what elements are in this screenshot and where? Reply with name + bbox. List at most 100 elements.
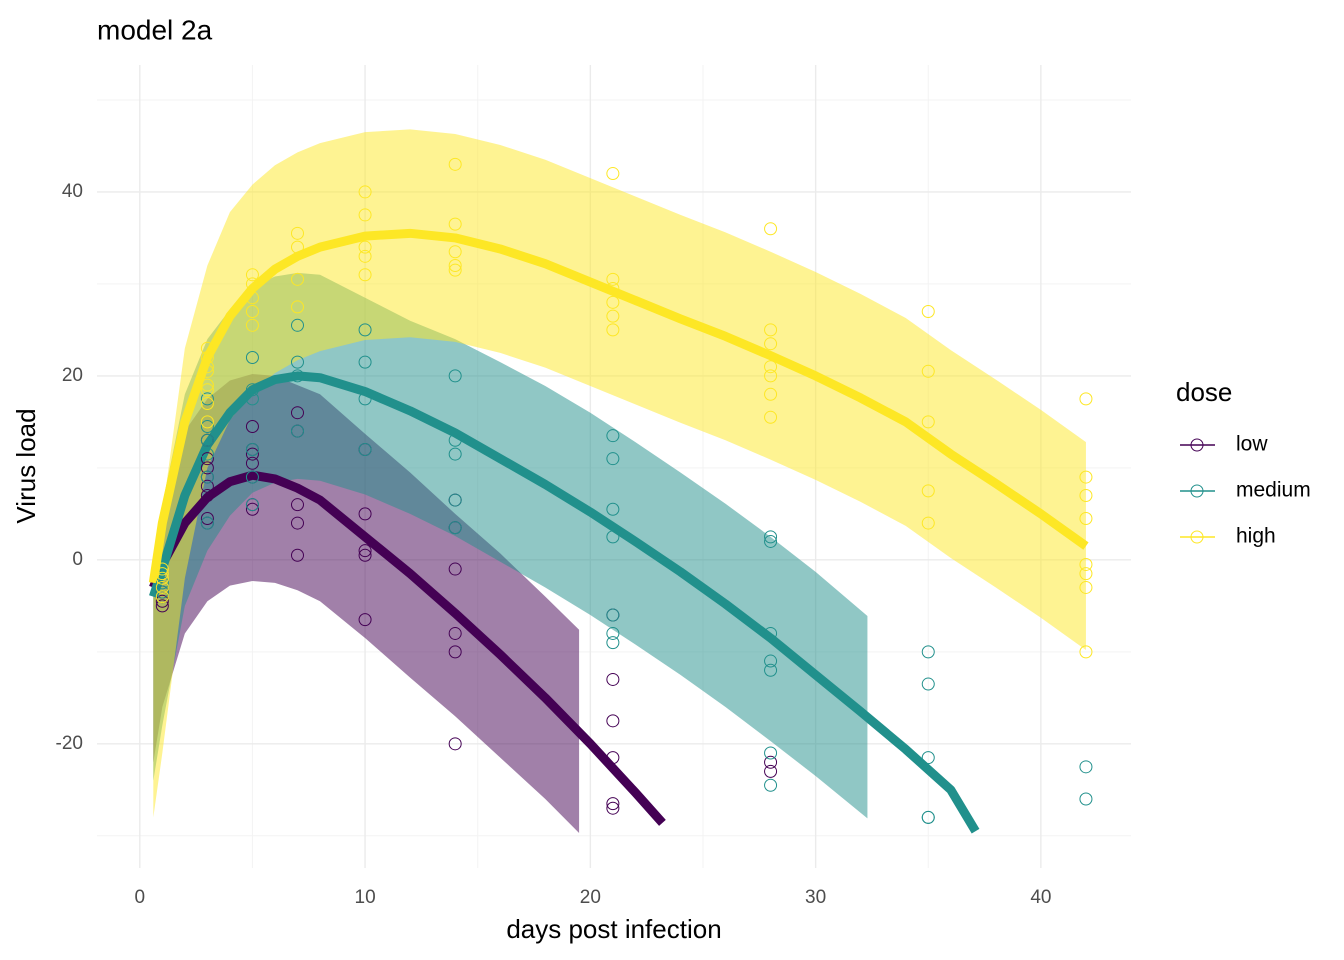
data-point	[155, 576, 169, 590]
y-tick-label: 0	[72, 549, 83, 570]
data-point	[200, 415, 214, 429]
data-point	[606, 323, 620, 337]
data-point	[200, 383, 214, 397]
data-point	[200, 351, 214, 365]
data-point	[200, 364, 214, 378]
data-point	[200, 479, 214, 493]
data-point	[448, 521, 462, 535]
y-axis-label: Virus load	[11, 408, 41, 523]
data-point	[245, 498, 259, 512]
data-point	[290, 424, 304, 438]
fit-line	[149, 371, 980, 834]
x-tick-label: 10	[355, 887, 376, 908]
data-point	[764, 663, 778, 677]
data-point	[290, 516, 304, 530]
data-point	[764, 534, 778, 548]
data-point	[764, 764, 778, 778]
data-point	[606, 272, 620, 286]
data-point	[921, 484, 935, 498]
data-point	[358, 355, 372, 369]
x-axis-label: days post infection	[506, 914, 721, 944]
data-point	[764, 654, 778, 668]
data-point	[606, 672, 620, 686]
data-point	[1079, 392, 1093, 406]
data-point	[1079, 645, 1093, 659]
data-point	[921, 810, 935, 824]
data-point	[606, 801, 620, 815]
data-point	[358, 240, 372, 254]
data-point	[448, 447, 462, 461]
data-point	[764, 746, 778, 760]
data-point	[606, 608, 620, 622]
data-point	[290, 240, 304, 254]
data-point	[358, 544, 372, 558]
data-point	[245, 277, 259, 291]
data-point	[448, 217, 462, 231]
data-point	[245, 318, 259, 332]
data-point	[290, 272, 304, 286]
data-point	[200, 419, 214, 433]
data-point	[1079, 580, 1093, 594]
y-tick-label: 20	[62, 365, 83, 386]
data-point	[200, 447, 214, 461]
data-point	[200, 452, 214, 466]
data-point	[606, 636, 620, 650]
data-point	[200, 461, 214, 475]
data-point	[155, 562, 169, 576]
data-point	[764, 755, 778, 769]
data-point	[290, 369, 304, 383]
prediction-band	[153, 129, 1086, 818]
data-point	[1079, 760, 1093, 774]
data-point	[155, 567, 169, 581]
data-point	[606, 452, 620, 466]
fit-line	[148, 228, 1089, 584]
data-point	[764, 626, 778, 640]
data-point	[448, 737, 462, 751]
data-point	[448, 263, 462, 277]
legend-key-point	[1190, 438, 1204, 452]
data-point	[155, 590, 169, 604]
data-point	[358, 323, 372, 337]
data-point	[921, 415, 935, 429]
data-point	[290, 318, 304, 332]
data-point	[290, 300, 304, 314]
data-point	[290, 548, 304, 562]
y-tick-label: -20	[56, 733, 83, 754]
x-tick-label: 40	[1030, 887, 1051, 908]
data-point	[245, 470, 259, 484]
data-point	[921, 677, 935, 691]
data-point	[1079, 470, 1093, 484]
data-point	[448, 157, 462, 171]
data-point	[921, 364, 935, 378]
data-point	[358, 548, 372, 562]
chart-title: model 2a	[97, 14, 213, 45]
legend-label: medium	[1236, 479, 1311, 502]
data-point	[200, 392, 214, 406]
data-point	[764, 530, 778, 544]
data-point	[245, 502, 259, 516]
legend-label: low	[1236, 433, 1268, 456]
data-point	[448, 433, 462, 447]
data-point	[200, 516, 214, 530]
data-point	[358, 392, 372, 406]
data-point	[358, 249, 372, 263]
x-tick-label: 20	[580, 887, 601, 908]
data-point	[290, 498, 304, 512]
data-point	[606, 502, 620, 516]
data-point	[245, 305, 259, 319]
data-point	[448, 369, 462, 383]
data-point	[245, 447, 259, 461]
data-point	[606, 167, 620, 181]
data-point	[764, 410, 778, 424]
data-point	[245, 392, 259, 406]
data-point	[155, 571, 169, 585]
data-point	[1079, 792, 1093, 806]
data-point	[200, 341, 214, 355]
data-point	[155, 585, 169, 599]
data-point	[155, 594, 169, 608]
data-point	[606, 282, 620, 296]
data-point	[358, 613, 372, 627]
data-point	[1079, 567, 1093, 581]
data-point	[245, 442, 259, 456]
